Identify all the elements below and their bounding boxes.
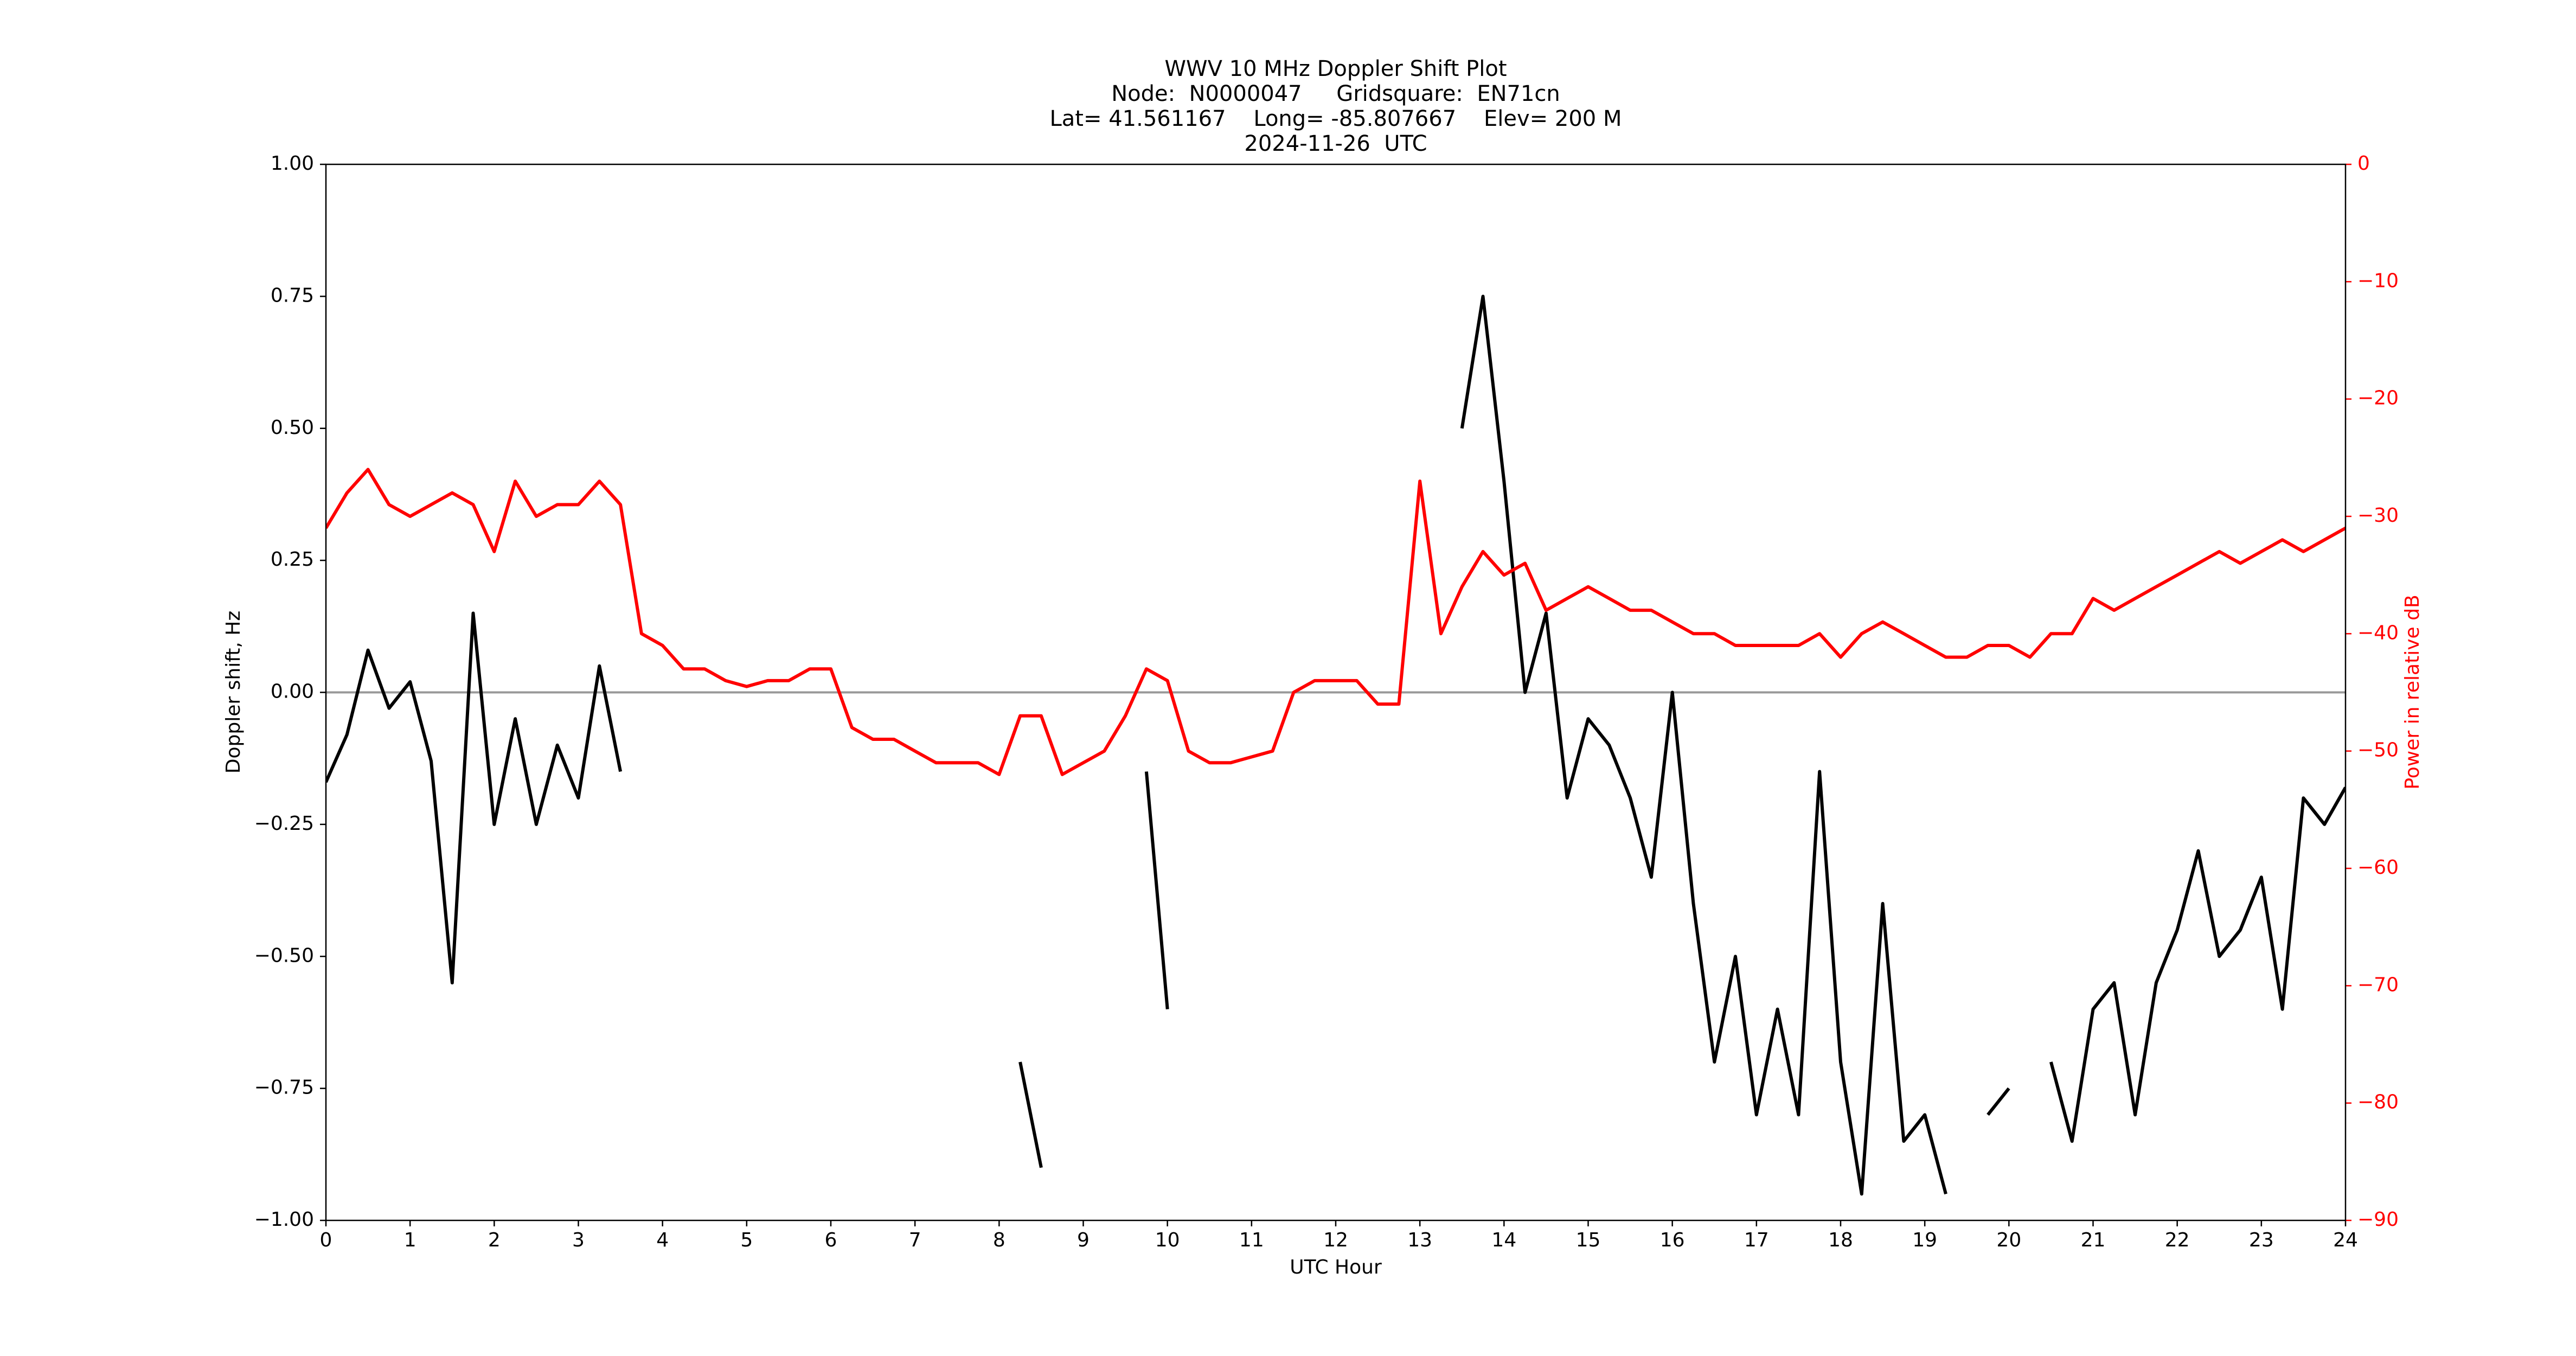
x-tick-label: 2 bbox=[488, 1229, 501, 1251]
x-tick-label: 17 bbox=[1744, 1229, 1769, 1251]
x-axis-label: UTC Hour bbox=[1290, 1256, 1382, 1278]
x-tick-label: 4 bbox=[656, 1229, 669, 1251]
x-tick-label: 10 bbox=[1155, 1229, 1180, 1251]
data-line bbox=[326, 295, 2346, 1196]
y2-tick-label: −30 bbox=[2357, 504, 2399, 527]
x-tick-label: 15 bbox=[1576, 1229, 1601, 1251]
y-tick-label: −0.25 bbox=[254, 813, 314, 835]
x-tick-label: 19 bbox=[1912, 1229, 1937, 1251]
x-tick-label: 21 bbox=[2081, 1229, 2106, 1251]
x-tick-label: 20 bbox=[1996, 1229, 2021, 1251]
x-tick-label: 23 bbox=[2249, 1229, 2274, 1251]
y-tick-label: −0.50 bbox=[254, 944, 314, 967]
y2-tick-label: −40 bbox=[2357, 622, 2399, 644]
chart-title: WWV 10 MHz Doppler Shift Plot bbox=[1164, 56, 1507, 81]
x-tick-label: 16 bbox=[1660, 1229, 1685, 1251]
x-tick-label: 11 bbox=[1239, 1229, 1264, 1251]
y-tick-label: 0.75 bbox=[271, 284, 314, 306]
y2-tick-label: −90 bbox=[2357, 1208, 2399, 1231]
x-tick-label: 24 bbox=[2333, 1229, 2358, 1251]
x-tick-label: 0 bbox=[320, 1229, 332, 1251]
x-tick-label: 1 bbox=[404, 1229, 416, 1251]
y-tick-label: −1.00 bbox=[254, 1208, 314, 1231]
y2-tick-label: −80 bbox=[2357, 1091, 2399, 1114]
y-tick-label: 0.50 bbox=[271, 417, 314, 439]
y2-axis-label: Power in relative dB bbox=[2401, 594, 2424, 789]
x-tick-label: 22 bbox=[2165, 1229, 2190, 1251]
plot-frame bbox=[325, 163, 2347, 1221]
x-tick-label: 5 bbox=[740, 1229, 753, 1251]
y2-tick-label: 0 bbox=[2357, 152, 2370, 175]
x-tick-label: 8 bbox=[993, 1229, 1005, 1251]
x-tick-label: 3 bbox=[572, 1229, 585, 1251]
y-tick-label: 0.00 bbox=[271, 681, 314, 703]
chart-title: Node: N0000047 Gridsquare: EN71cn bbox=[1111, 81, 1560, 106]
chart-title: Lat= 41.561167 Long= -85.807667 Elev= 20… bbox=[1050, 106, 1622, 131]
y2-tick-label: −70 bbox=[2357, 974, 2399, 996]
x-tick-label: 14 bbox=[1491, 1229, 1516, 1251]
data-line bbox=[326, 468, 2346, 776]
y-tick-label: 1.00 bbox=[271, 152, 314, 175]
x-tick-label: 12 bbox=[1323, 1229, 1348, 1251]
x-tick-label: 18 bbox=[1828, 1229, 1853, 1251]
y-tick-label: −0.75 bbox=[254, 1077, 314, 1099]
y-tick-label: 0.25 bbox=[271, 548, 314, 571]
x-tick-label: 9 bbox=[1077, 1229, 1090, 1251]
y2-tick-label: −60 bbox=[2357, 856, 2399, 879]
y2-tick-label: −50 bbox=[2357, 739, 2399, 762]
x-tick-label: 13 bbox=[1407, 1229, 1432, 1251]
chart-title: 2024-11-26 UTC bbox=[1244, 131, 1427, 156]
x-tick-label: 6 bbox=[825, 1229, 837, 1251]
y-axis-label: Doppler shift, Hz bbox=[222, 611, 245, 773]
y2-tick-label: −20 bbox=[2357, 387, 2399, 410]
y2-tick-label: −10 bbox=[2357, 270, 2399, 292]
x-tick-label: 7 bbox=[909, 1229, 921, 1251]
